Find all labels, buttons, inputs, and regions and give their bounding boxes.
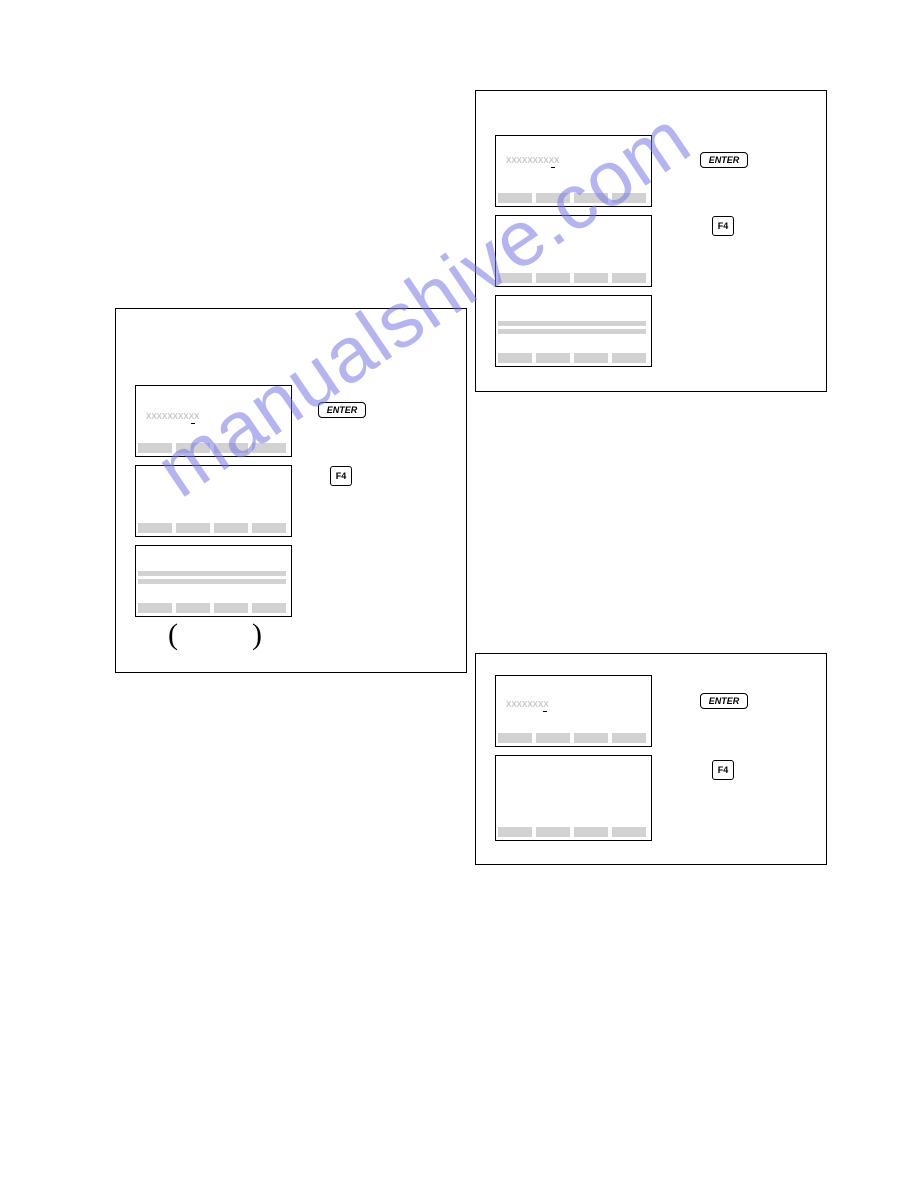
bar — [612, 273, 646, 283]
bar — [138, 603, 172, 613]
paren-close: ) — [252, 618, 262, 652]
bar — [252, 603, 286, 613]
bar — [498, 353, 532, 363]
enter-key[interactable]: ENTER — [318, 402, 366, 418]
bar — [176, 523, 210, 533]
bar — [574, 273, 608, 283]
bar — [574, 353, 608, 363]
bar — [498, 827, 532, 837]
enter-key[interactable]: ENTER — [700, 152, 748, 168]
screen-l-1-text: XXXXXXXXXX — [146, 412, 199, 421]
paren-open: ( — [168, 618, 178, 652]
bar — [138, 523, 172, 533]
bar — [574, 193, 608, 203]
cursor-l-1 — [191, 423, 195, 424]
bar — [574, 733, 608, 743]
bar — [498, 733, 532, 743]
bar — [252, 523, 286, 533]
bar — [214, 443, 248, 453]
f4-key[interactable]: F4 — [330, 466, 352, 486]
bar — [498, 193, 532, 203]
page: XXXXXXXXXX ENTER F4 XXXXXXXXXX ENTER F4 … — [0, 0, 918, 1188]
bar — [612, 193, 646, 203]
bar — [176, 443, 210, 453]
bar — [536, 827, 570, 837]
bar — [536, 193, 570, 203]
thin-bar — [138, 579, 286, 584]
cursor-tr-1 — [551, 167, 555, 168]
enter-key[interactable]: ENTER — [700, 693, 748, 709]
bar — [252, 443, 286, 453]
f4-key[interactable]: F4 — [712, 760, 734, 780]
f4-key[interactable]: F4 — [712, 216, 734, 236]
bar — [612, 353, 646, 363]
bar — [176, 603, 210, 613]
bar — [536, 733, 570, 743]
thin-bar — [498, 321, 646, 326]
bar — [612, 827, 646, 837]
bar — [574, 827, 608, 837]
bar — [536, 353, 570, 363]
bar — [214, 603, 248, 613]
bar — [536, 273, 570, 283]
bar — [612, 733, 646, 743]
thin-bar — [498, 329, 646, 334]
cursor-br-1 — [543, 711, 547, 712]
screen-tr-1-text: XXXXXXXXXX — [506, 156, 559, 165]
bar — [138, 443, 172, 453]
bar — [498, 273, 532, 283]
screen-br-1-text: XXXXXXXX — [506, 700, 549, 709]
bar — [214, 523, 248, 533]
thin-bar — [138, 571, 286, 576]
